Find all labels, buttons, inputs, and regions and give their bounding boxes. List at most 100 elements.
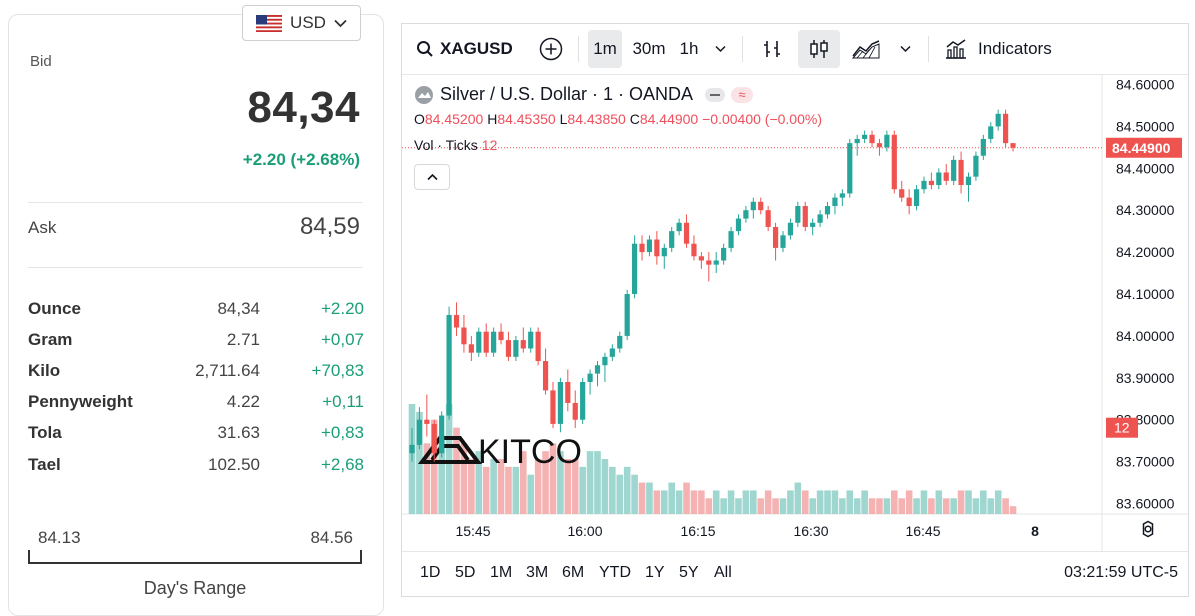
last-volume-tag — [1106, 417, 1138, 438]
volume-bar — [987, 498, 995, 514]
candle-body — [580, 382, 586, 420]
volume-bar — [512, 466, 520, 514]
volume-bar — [549, 443, 557, 514]
candle-body — [416, 419, 423, 445]
volume-bar — [1009, 506, 1017, 514]
range-1d[interactable]: 1D — [420, 564, 441, 581]
range-1y[interactable]: 1Y — [645, 564, 665, 581]
settings-gear-icon[interactable] — [1138, 519, 1158, 539]
symbol-search-button[interactable]: XAGUSD — [412, 30, 516, 68]
unit-name: Ounce — [28, 298, 81, 318]
candle-body — [424, 419, 430, 424]
volume-bar — [460, 443, 468, 514]
unit-price: 102.50 — [208, 454, 260, 474]
candle-body — [491, 331, 497, 353]
toolbar-divider — [578, 36, 579, 62]
volume-bar — [712, 490, 720, 514]
candles-style-button[interactable] — [798, 30, 840, 68]
range-1m[interactable]: 1M — [490, 564, 513, 581]
range-3m[interactable]: 3M — [526, 564, 549, 581]
volume-bar — [564, 459, 572, 514]
range-5d[interactable]: 5D — [455, 564, 476, 581]
volume-bar — [653, 490, 661, 514]
candle-body — [528, 331, 534, 349]
candle-body — [943, 172, 949, 181]
interval-dropdown[interactable] — [708, 30, 732, 68]
candle-body — [728, 231, 734, 248]
candle-body — [572, 402, 578, 420]
interval-30m[interactable]: 30m — [632, 39, 666, 58]
bid-change: +2.20 (+2.68%) — [242, 150, 360, 169]
chart-style-dropdown[interactable] — [894, 30, 916, 68]
symbol-label: XAGUSD — [440, 39, 513, 58]
candle-body — [884, 134, 890, 148]
unit-row-tael: Tael 102.50 +2,68 — [28, 449, 364, 480]
candle-body — [847, 143, 853, 194]
y-tick-label: 84.30000 — [1116, 202, 1175, 218]
interval-1h[interactable]: 1h — [679, 39, 699, 58]
volume-bar — [846, 490, 854, 514]
day-range-bar — [28, 550, 362, 564]
interval-1m[interactable]: 1m — [588, 30, 622, 68]
candle-body — [505, 340, 512, 357]
volume-bar — [542, 451, 549, 514]
range-bar: 1D 5D 1M 3M 6M YTD 1Y 5Y All 03:21:59 UT… — [402, 551, 1188, 597]
volume-bar — [445, 404, 453, 514]
candle-body — [565, 382, 571, 403]
volume-bar — [809, 498, 816, 514]
x-tick-label: 16:00 — [567, 523, 602, 539]
candle-body — [453, 314, 460, 328]
candle-body — [683, 222, 690, 244]
candle-body — [876, 143, 883, 148]
range-all[interactable]: All — [714, 564, 732, 581]
last-price-tag — [1106, 137, 1182, 158]
volume-bar — [698, 490, 705, 514]
volume-bar — [705, 498, 713, 514]
bar-style-button[interactable] — [754, 30, 790, 68]
range-5y[interactable]: 5Y — [679, 564, 699, 581]
volume-bar — [453, 427, 460, 514]
unit-price: 2,711.64 — [195, 360, 260, 380]
compare-symbol-button[interactable] — [533, 30, 569, 68]
currency-selector[interactable]: USD — [242, 5, 361, 41]
candle-body — [617, 335, 623, 349]
candle-body — [632, 243, 638, 294]
y-tick-label: 84.60000 — [1116, 76, 1175, 92]
candle-body — [810, 222, 816, 227]
candlestick-icon — [810, 40, 828, 58]
day-range-high: 84.56 — [310, 528, 353, 547]
volume-bar — [616, 474, 624, 514]
candle-body — [832, 197, 838, 206]
price-chart[interactable]: 84.60000 84.50000 84.40000 84.30000 84.20000… — [402, 74, 1188, 551]
candle-body — [958, 159, 964, 186]
volume-bar — [742, 490, 750, 514]
candle-body — [476, 331, 482, 353]
area-style-button[interactable] — [848, 30, 884, 68]
volume-bar — [497, 459, 505, 514]
close-value: 84.44900 — [639, 111, 699, 127]
collapse-legend-button[interactable] — [414, 164, 450, 190]
range-6m[interactable]: 6M — [562, 564, 585, 581]
unit-row-ounce: Ounce 84,34 +2.20 — [28, 293, 364, 324]
chevron-down-icon — [334, 19, 347, 27]
volume-bar — [527, 474, 535, 514]
range-ytd[interactable]: YTD — [599, 564, 631, 581]
candle-body — [661, 247, 667, 257]
volume-bar — [720, 498, 727, 514]
y-tick-label: 84.50000 — [1116, 118, 1175, 134]
series-title: Silver / U.S. Dollar · 1 · OANDA — [440, 84, 694, 104]
volume-bar — [557, 451, 564, 514]
volume-bar — [994, 490, 1002, 514]
hide-series-toggle[interactable] — [705, 87, 726, 102]
utc-clock[interactable]: 03:21:59 UTC-5 — [1064, 564, 1178, 581]
x-tick-label: 8 — [1031, 523, 1039, 539]
open-value: 84.45200 — [424, 111, 484, 127]
candle-body — [483, 331, 489, 353]
compare-badge-icon[interactable]: ≈ — [731, 86, 754, 103]
candle-body — [936, 172, 942, 186]
volume-bar — [853, 498, 861, 514]
volume-bar — [750, 490, 757, 514]
unit-change: +0,83 — [320, 423, 364, 443]
indicators-button[interactable]: Indicators — [940, 30, 1064, 68]
ask-label: Ask — [28, 218, 57, 237]
